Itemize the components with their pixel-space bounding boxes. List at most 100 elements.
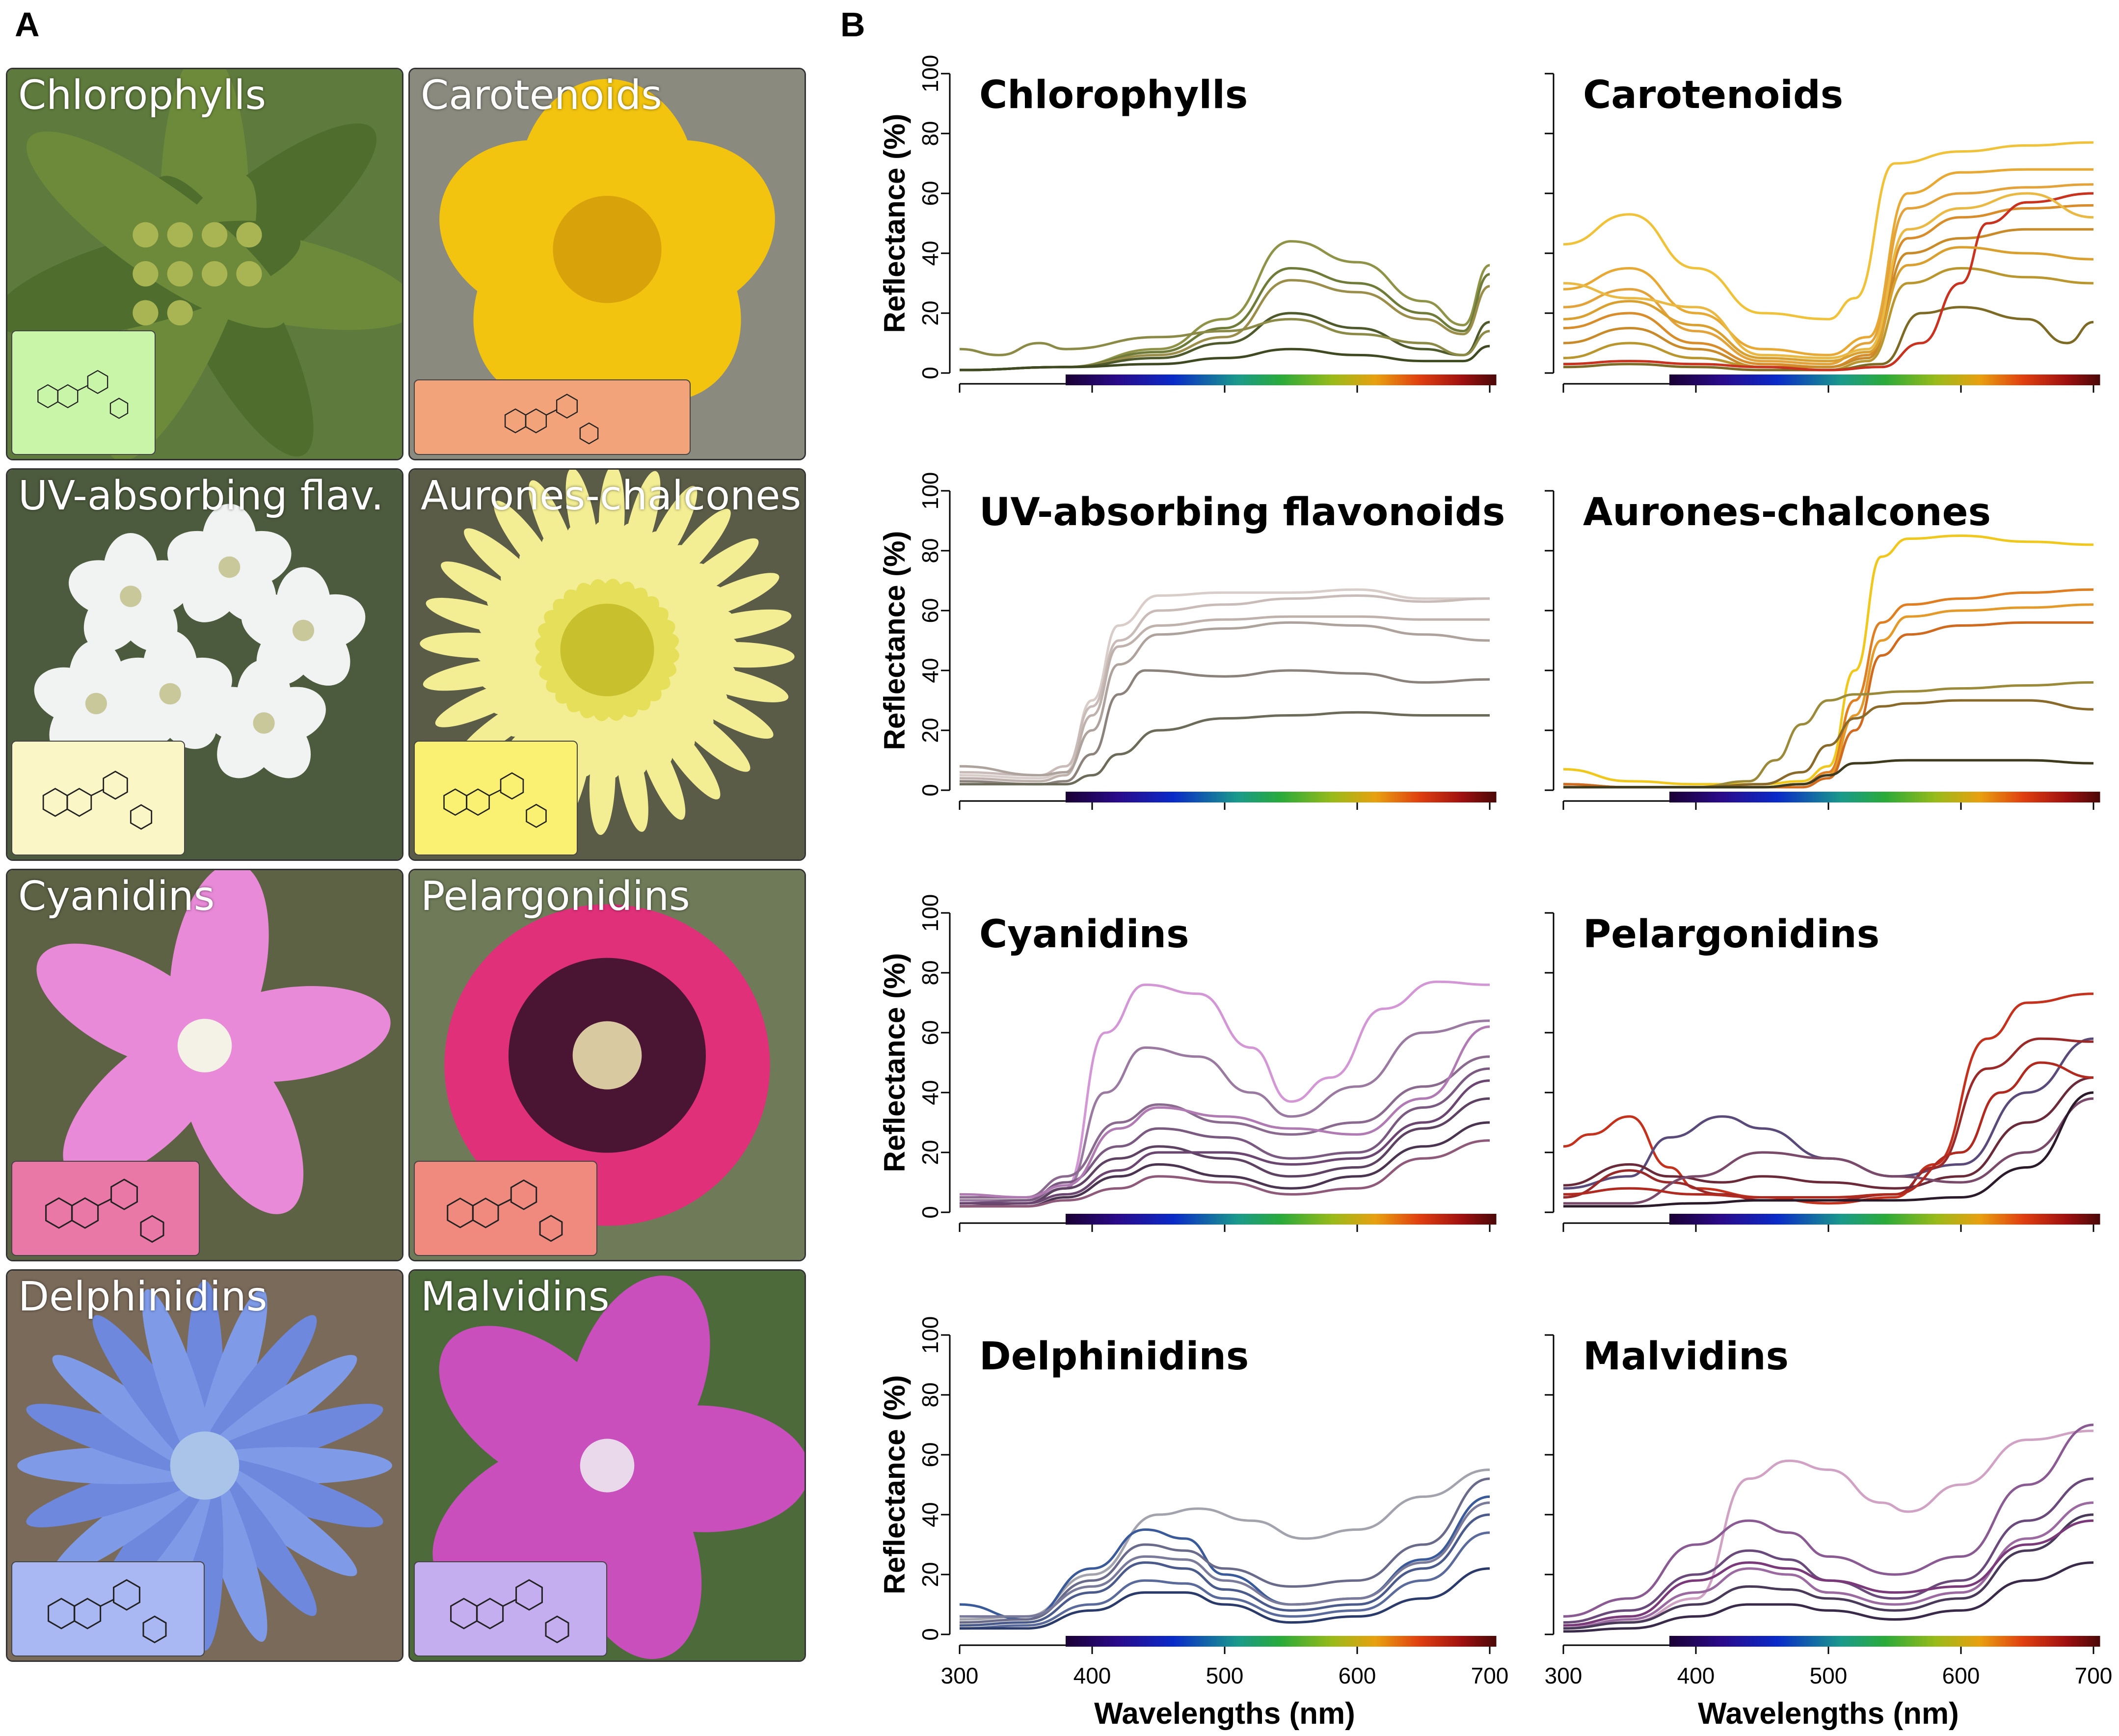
molecule-inset [414,1161,597,1256]
subplot-title: Cyanidins [979,912,1189,957]
subplot-2: Carotenoids [1545,73,2100,393]
series-line-sp4 [1563,1076,2094,1190]
series-line-sp6 [1563,1091,2094,1208]
photo-tile-7: Delphinidins [6,1269,403,1662]
molecule-structure-8 [450,1579,569,1644]
series-line-sp1 [1563,992,2094,1205]
x-tick-label: 700 [1471,1663,1509,1688]
flower-center [553,196,662,303]
ring-b [525,408,547,433]
photo-tile-1: Chlorophylls [6,68,403,460]
photo-tile-5: Cyanidins [6,869,403,1261]
ring-d [109,398,129,419]
y-axis-label: Reflectance (%) [878,531,911,750]
ring-c [113,1579,140,1611]
x-tick-label: 600 [1339,1663,1376,1688]
series-line-sp3 [1563,1477,2094,1624]
series-line-sp5 [1563,1513,2094,1630]
photo-tile-6: Pelargonidins [408,869,806,1261]
y-tick-label: 40 [917,658,943,683]
molecule-bonds [504,394,599,445]
bond [77,385,88,391]
panel-b-label: B [840,5,865,44]
series-line-sp1 [1563,534,2094,786]
ring-d [526,803,547,828]
flower-photo-2 [439,79,775,402]
series-line-sp7 [1563,306,2094,372]
x-tick-label: 300 [941,1663,979,1688]
molecule-bonds [48,1579,167,1644]
ring-a [450,1598,478,1629]
x-axis-label: Wavelengths (nm) [1698,1697,1959,1731]
series-line-sp7 [959,1501,1490,1618]
ring-a [443,788,467,816]
y-tick-label: 0 [917,1206,943,1219]
series-line-sp4 [959,1067,1490,1205]
visible-spectrum-bar [1669,374,2100,385]
series-line-sp6 [1563,267,2094,372]
y-tick-label: 20 [917,718,943,743]
subplot-title: Delphinidins [979,1335,1249,1379]
molecule-bonds [45,1178,164,1243]
ring-d [539,1215,563,1242]
subplot-title: Malvidins [1583,1335,1789,1379]
ring-b [74,1598,102,1629]
series-line-sp3 [1563,1037,2094,1202]
bond [98,1198,112,1206]
ring-b [66,788,92,817]
bond [503,1599,517,1607]
series-line-sp6 [1563,1561,2094,1633]
ring-b [57,384,79,408]
series-line-sp10 [1563,246,2094,363]
bond [489,789,501,797]
flower-center [177,1018,232,1072]
molecule-structure-2 [504,394,599,445]
photo-tile-8: Malvidins [408,1269,806,1662]
flower-photo-3 [34,504,366,778]
molecule-inset [414,741,578,855]
flower-center [218,556,241,578]
y-tick-label: 0 [917,784,943,797]
flower-center [572,1021,642,1090]
ring-a [37,384,58,408]
ring-d [130,804,153,830]
molecule-structure-6 [447,1179,563,1242]
y-tick-label: 20 [917,1562,943,1587]
x-tick-label: 300 [1545,1663,1583,1688]
series-line-sp4 [1563,621,2093,789]
molecule-inset [414,1561,607,1656]
series-line-sp6 [959,318,1490,356]
bud-shape [201,261,228,287]
series-line-sp2 [1563,168,2093,356]
bud-shape [167,300,193,326]
flower-photo-7 [17,1280,392,1651]
y-tick-label: 60 [917,1442,943,1467]
series-line-sp5 [1563,228,2093,369]
molecule-inset [11,1161,200,1256]
petal-shape [439,1326,628,1492]
photo-label: Pelargonidins [421,873,690,920]
x-tick-label: 700 [2075,1663,2113,1688]
bond [100,1599,114,1607]
panel-a-label: A [15,5,40,44]
series-line-sp3 [959,279,1490,372]
ring-a [504,408,527,433]
series-line-sp6 [960,1567,1490,1630]
ring-a [48,1598,75,1629]
y-tick-label: 40 [917,1502,943,1527]
photo-label: Delphinidins [18,1274,268,1320]
x-tick-label: 400 [1677,1663,1715,1688]
molecule-bonds [42,771,153,830]
bond [91,789,104,797]
flower-photo-8 [432,1275,805,1659]
subplot-8: 300 400 500 600 700 Wavelengths (nm) Malvidins [1545,1334,2113,1731]
bond [546,409,557,416]
bud-shape [133,300,159,326]
series-line-sp4 [1563,204,2094,369]
series-line-sp6 [960,711,1490,786]
molecule-bonds [450,1579,569,1644]
series-line-sp3 [1563,183,2094,366]
ring-a [447,1197,474,1229]
flower-center [170,1431,240,1500]
